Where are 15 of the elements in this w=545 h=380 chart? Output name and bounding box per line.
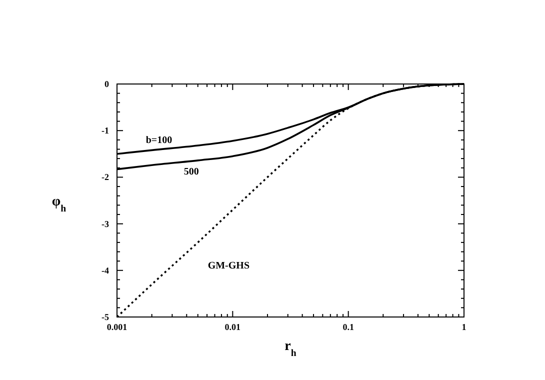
y-tick-label: -4: [102, 265, 110, 276]
y-tick-label: 0: [104, 79, 110, 89]
y-tick-label: -5: [102, 312, 110, 322]
y-tick-label: -1: [102, 126, 110, 136]
y-tick-label: -2: [102, 172, 110, 182]
text: GM-GHS: [208, 260, 250, 272]
series-label: 500: [184, 166, 199, 178]
series-label: b=100: [146, 135, 172, 146]
x-tick-label: 1: [462, 322, 467, 332]
y-tick-label: -3: [102, 218, 110, 229]
y-axis-title: φ$_{h}$: [52, 194, 67, 214]
x-tick-label: 0.001: [106, 322, 128, 332]
x-tick-label: 0.01: [224, 322, 242, 332]
x-tick-label: 0.1: [342, 322, 354, 332]
x-axis-title: r$_{h}$: [284, 339, 297, 358]
